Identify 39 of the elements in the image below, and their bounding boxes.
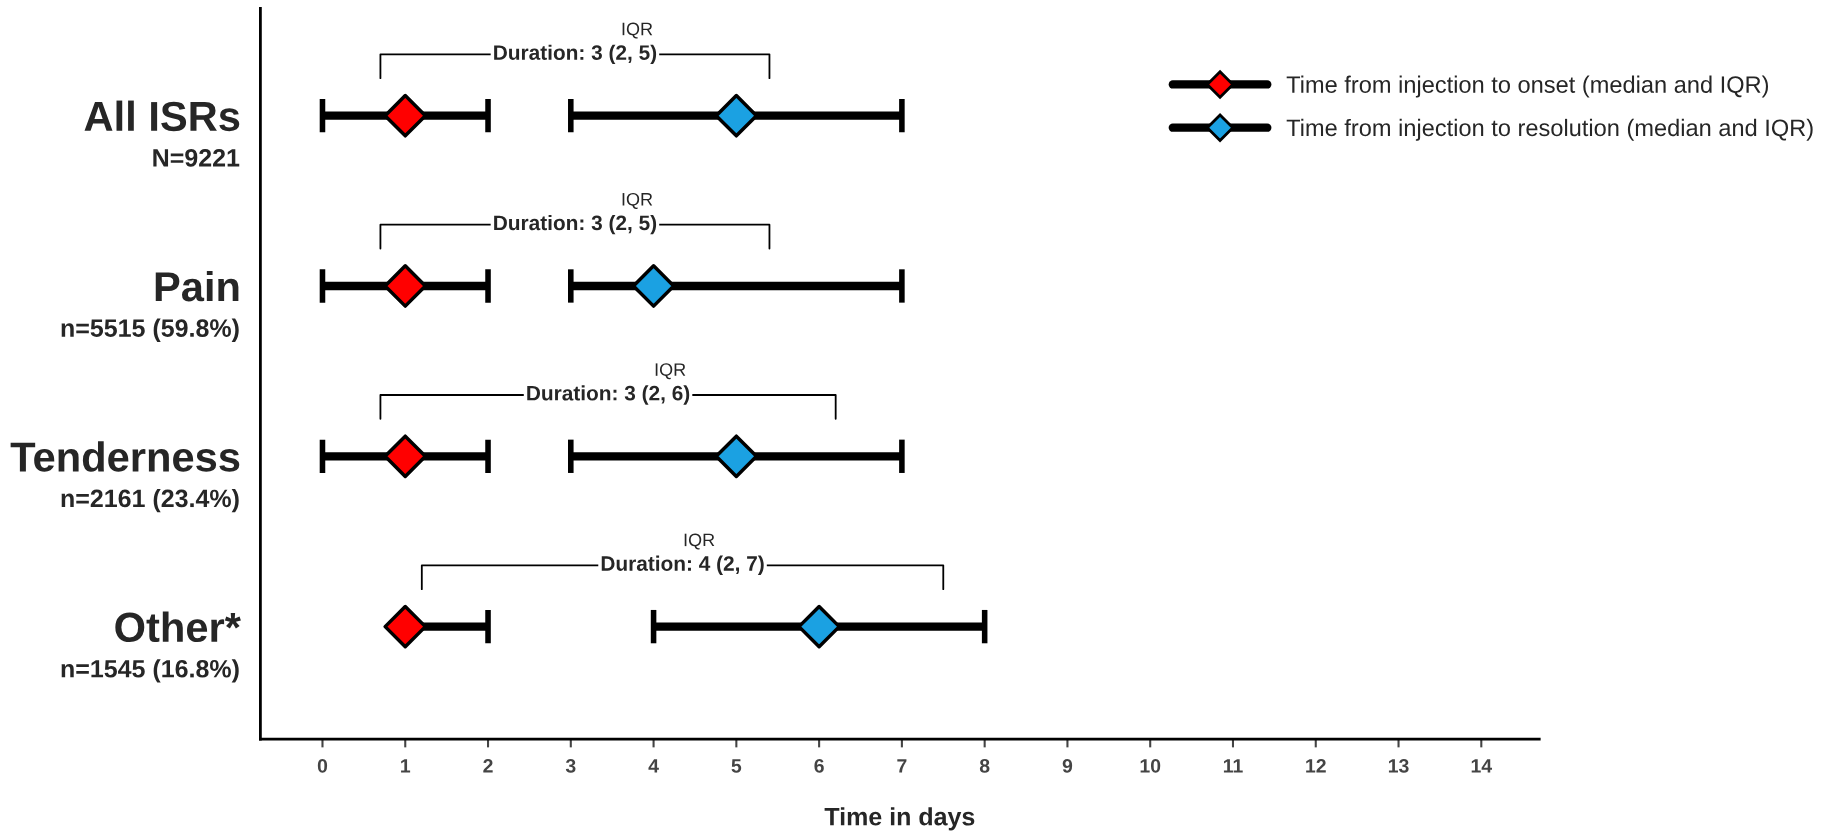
x-tick-label: 3 xyxy=(565,758,576,773)
x-tick-label: 4 xyxy=(648,759,659,773)
point xyxy=(714,434,759,479)
point xyxy=(714,93,759,138)
annotation: IQR xyxy=(655,363,686,380)
x-tick-label: 11 xyxy=(1223,759,1243,773)
x-tick-label: 13 xyxy=(1388,758,1409,773)
annotation: IQR xyxy=(684,533,715,550)
annotation: Duration: 3 (2, 5) xyxy=(494,44,657,65)
text: n=1545 (16.8%) xyxy=(61,659,239,683)
point xyxy=(797,604,841,649)
y-tick-label: Pain xyxy=(155,270,239,302)
x-tick-label: 7 xyxy=(897,759,907,773)
x-tick-label: 9 xyxy=(1062,758,1073,773)
annotation: IQR xyxy=(622,22,653,39)
annotation: Duration: 3 (2, 5) xyxy=(494,214,657,235)
legend-label: Time from injection to onset (median and IQR) xyxy=(1286,75,1769,98)
annotation: Duration: 4 (2, 7) xyxy=(601,555,764,576)
point xyxy=(383,93,428,138)
x-tick-label: 12 xyxy=(1306,758,1326,773)
x-tick-label: 0 xyxy=(317,758,328,773)
y-tick-label: Tenderness xyxy=(10,441,240,472)
annotation: IQR xyxy=(622,192,653,209)
point xyxy=(383,434,428,479)
y-tick-label: All ISRs xyxy=(84,100,240,132)
text: n=5515 (59.8%) xyxy=(61,318,239,342)
x-tick-label: 14 xyxy=(1471,759,1493,773)
y-tick-label: Other* xyxy=(115,611,241,643)
x-tick-label: 2 xyxy=(483,758,493,773)
x-tick-label: 6 xyxy=(814,758,824,773)
x-tick-label: 5 xyxy=(731,759,742,773)
annotation: Duration: 3 (2, 6) xyxy=(527,385,690,405)
legend-label: Time from injection to resolution (median and IQR) xyxy=(1286,118,1813,141)
x-tick-label: 10 xyxy=(1140,758,1161,773)
x-tick-label: 1 xyxy=(401,759,411,773)
text: n=2161 (23.4%) xyxy=(61,488,239,513)
x-axis-title: Time in days xyxy=(824,807,975,831)
text: N=9221 xyxy=(153,148,240,167)
x-tick-label: 8 xyxy=(979,758,990,773)
